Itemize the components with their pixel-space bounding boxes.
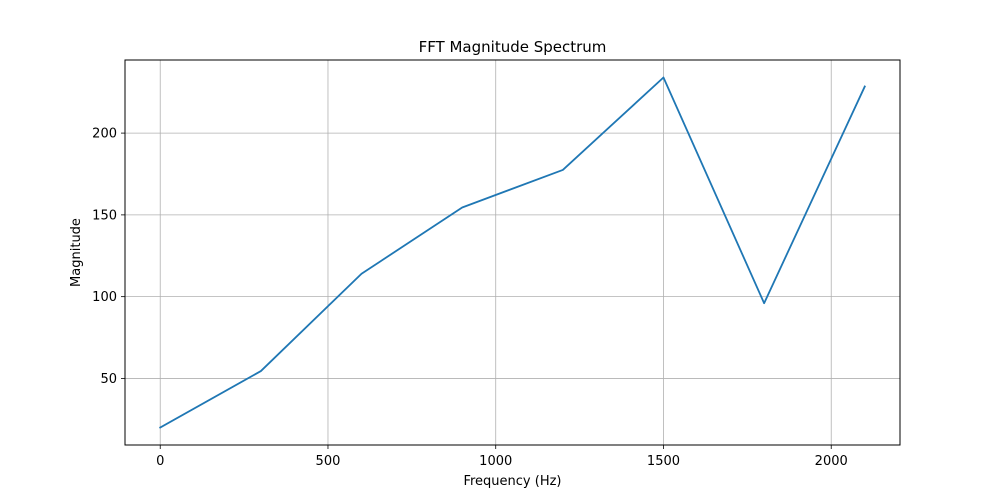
chart-title: FFT Magnitude Spectrum [419,38,607,56]
y-axis-label: Magnitude [69,218,84,287]
y-tick-label: 200 [92,127,117,142]
grid-lines [125,60,900,445]
series-line [159,76,866,429]
y-tick-label: 100 [92,290,117,305]
x-tick-label: 2000 [815,454,848,469]
axis-ticks: 0 500 1000 1500 2000 50 100 150 200 [92,127,848,469]
x-tick-label: 500 [316,454,341,469]
x-tick-label: 1000 [479,454,512,469]
y-tick-label: 50 [100,372,117,387]
plot-area-frame [124,59,901,446]
y-tick-label: 150 [92,208,117,223]
x-axis-label: Frequency (Hz) [463,474,561,489]
x-tick-label: 1500 [647,454,680,469]
x-tick-label: 0 [156,454,164,469]
series-layer [159,76,866,429]
